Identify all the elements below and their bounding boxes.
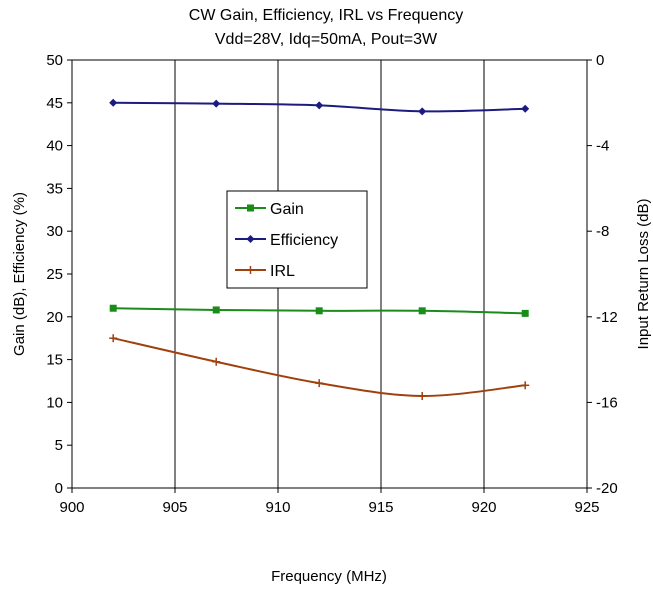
y2-tick-label: -4 bbox=[596, 138, 609, 155]
y2-tick-label: -12 bbox=[596, 309, 618, 326]
x-tick-label: 905 bbox=[162, 499, 187, 516]
efficiency-legend-label: Efficiency bbox=[270, 232, 338, 249]
y2-axis-label: Input Return Loss (dB) bbox=[635, 199, 652, 350]
y-tick-label: 35 bbox=[46, 180, 63, 197]
y-tick-label: 45 bbox=[46, 95, 63, 112]
gain-data-point bbox=[315, 307, 323, 315]
irl-data-point bbox=[521, 381, 530, 390]
efficiency-data-point bbox=[315, 101, 324, 110]
gain-legend-marker bbox=[247, 204, 254, 212]
y-tick-label: 30 bbox=[46, 223, 63, 240]
irl-data-point bbox=[109, 334, 118, 343]
irl-legend-marker bbox=[246, 266, 255, 274]
x-tick-label: 925 bbox=[574, 499, 599, 516]
irl-legend-label: IRL bbox=[270, 263, 295, 280]
legend: Gain Efficiency IRL bbox=[226, 190, 368, 289]
y-axis-label: Gain (dB), Efficiency (%) bbox=[11, 192, 28, 356]
efficiency-legend-marker bbox=[246, 235, 255, 243]
y-tick-label: 15 bbox=[46, 352, 63, 369]
gain-data-point bbox=[109, 304, 117, 312]
efficiency-data-point bbox=[212, 99, 221, 108]
x-tick-label: 910 bbox=[265, 499, 290, 516]
y2-tick-label: -16 bbox=[596, 394, 618, 411]
chart-title-line1: CW Gain, Efficiency, IRL vs Frequency bbox=[189, 7, 463, 24]
y2-tick-label: -20 bbox=[596, 480, 618, 497]
gain-legend-label: Gain bbox=[270, 201, 304, 218]
x-tick-label: 920 bbox=[471, 499, 496, 516]
y-tick-label: 40 bbox=[46, 138, 63, 155]
y2-tick-label: -8 bbox=[596, 223, 609, 240]
efficiency-data-point bbox=[521, 104, 530, 113]
gain-data-point bbox=[418, 307, 426, 315]
gain-data-point bbox=[212, 306, 220, 314]
y-tick-label: 50 bbox=[46, 52, 63, 69]
y-tick-label: 25 bbox=[46, 266, 63, 283]
chart-title-line2: Vdd=28V, Idq=50mA, Pout=3W bbox=[215, 31, 438, 48]
y-tick-label: 20 bbox=[46, 309, 63, 326]
irl-data-point bbox=[315, 379, 324, 388]
y-tick-label: 0 bbox=[55, 480, 63, 497]
x-tick-label: 915 bbox=[368, 499, 393, 516]
axes: 900 905 910 915 920 925 0 5 10 15 20 25 30 35 40 45 50 -2… bbox=[46, 52, 617, 516]
x-tick-label: 900 bbox=[59, 499, 84, 516]
irl-data-point bbox=[212, 357, 221, 366]
irl-data-point bbox=[418, 391, 427, 400]
efficiency-data-point bbox=[418, 107, 427, 116]
y2-tick-label: 0 bbox=[596, 52, 604, 69]
x-axis-label: Frequency (MHz) bbox=[271, 568, 387, 585]
y-tick-label: 5 bbox=[55, 437, 63, 454]
series-layer bbox=[109, 98, 530, 400]
efficiency-data-point bbox=[109, 98, 118, 107]
y-tick-label: 10 bbox=[46, 394, 63, 411]
gain-data-point bbox=[521, 309, 529, 317]
